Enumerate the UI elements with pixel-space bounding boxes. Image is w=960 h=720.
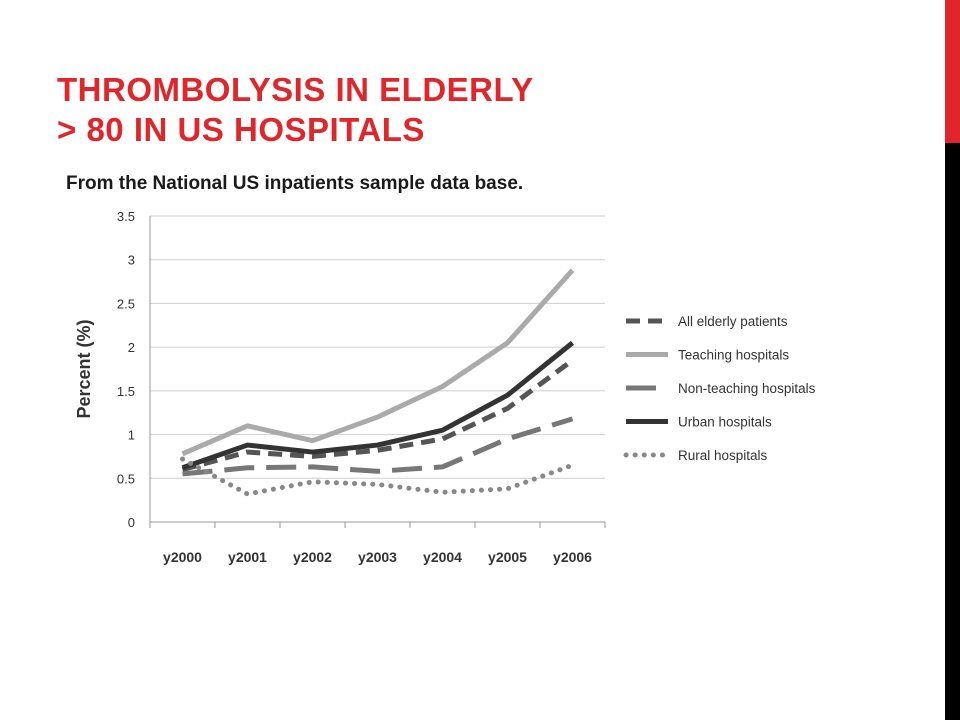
y-tick-label: 1.5 — [117, 384, 135, 399]
series-line — [181, 268, 575, 457]
y-tick-label: 3 — [128, 253, 135, 268]
x-tick-label: y2003 — [358, 549, 397, 565]
y-tick-label: 2 — [128, 340, 135, 355]
slide-title-line-2: > 80 IN US HOSPITALS — [57, 111, 425, 148]
x-tick-label: y2002 — [293, 549, 332, 565]
legend-label: All elderly patients — [678, 314, 788, 329]
y-tick-label: 0 — [128, 515, 135, 530]
slide-subtitle: From the National US inpatients sample d… — [66, 173, 524, 194]
x-tick-label: y2006 — [553, 549, 592, 565]
slide-title-line-1: THROMBOLYSIS IN ELDERLY — [57, 71, 534, 108]
y-tick-label: 1 — [128, 428, 135, 443]
axes: 0 0.5 1 1.5 2 2.5 3 3.5 y2000 y2001 y2002 y2003 y200… — [74, 209, 606, 565]
series-line — [181, 358, 574, 472]
series-line — [181, 340, 575, 471]
x-tick-label: y2005 — [488, 549, 527, 565]
series-line — [182, 416, 574, 477]
slide-title: THROMBOLYSIS IN ELDERLY > 80 IN US HOSPI… — [57, 70, 534, 150]
y-tick-label: 0.5 — [117, 471, 135, 486]
x-tick-label: y2001 — [228, 549, 267, 565]
legend-label: Teaching hospitals — [678, 348, 789, 363]
sidebar-accent-red — [945, 0, 960, 143]
legend: All elderly patients Teaching hospitals No… — [623, 314, 816, 463]
sidebar-accent-black — [945, 143, 960, 720]
y-tick-label: 3.5 — [117, 209, 135, 224]
x-tick-label: y2004 — [423, 549, 462, 565]
series-line — [180, 456, 575, 497]
x-tick-label: y2000 — [163, 549, 202, 565]
series-lines — [180, 268, 575, 497]
y-axis-title: Percent (%) — [74, 319, 94, 418]
legend-label: Non-teaching hospitals — [678, 381, 816, 396]
legend-label: Rural hospitals — [678, 448, 768, 463]
y-tick-label: 2.5 — [117, 296, 135, 311]
line-chart: 0 0.5 1 1.5 2 2.5 3 3.5 y2000 y2001 y2002 y2003 y200… — [74, 209, 816, 565]
legend-label: Urban hospitals — [678, 415, 772, 430]
